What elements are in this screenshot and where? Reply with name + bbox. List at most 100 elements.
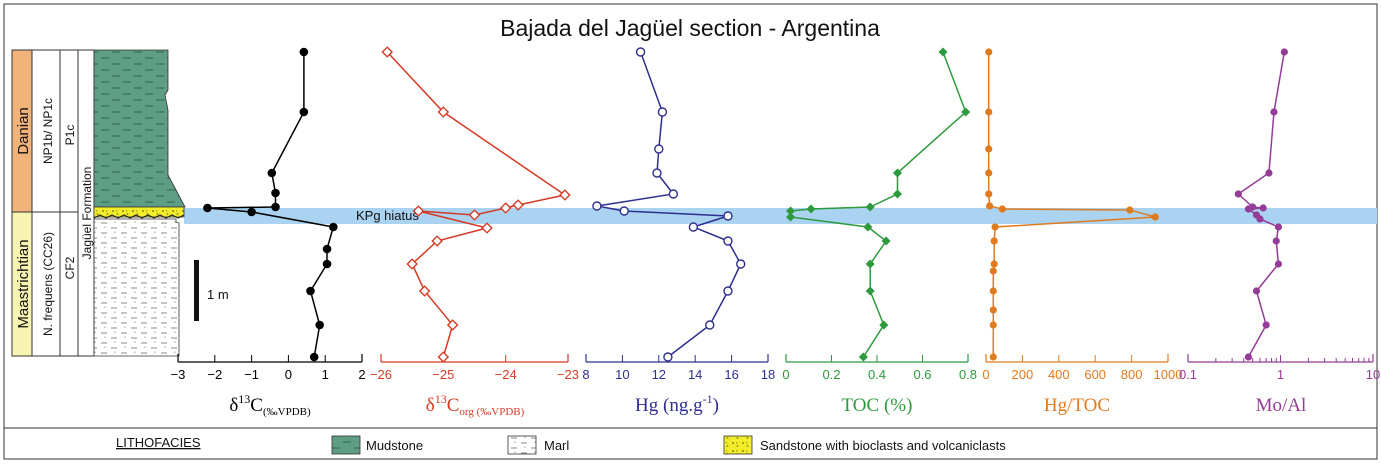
- tick-label-toc: 0.4: [868, 367, 886, 382]
- legend-heading: LITHOFACIES: [116, 435, 201, 450]
- data-point-hg: [592, 201, 602, 211]
- kpg-hiatus-label: KPg hiatus: [356, 208, 419, 223]
- tick-label-hg: 16: [724, 367, 738, 382]
- legend-label-sandstone: Sandstone with bioclasts and volcaniclas…: [760, 438, 1006, 453]
- scale-bar-label: 1 m: [207, 287, 229, 302]
- lithology-erosion-surface: [93, 214, 185, 219]
- data-point-hgtoc: [985, 190, 993, 198]
- tick-label-hgtoc: 0: [982, 367, 989, 382]
- panel-toc: 0 0.2 0.4 0.6 0.8 TOC (%): [782, 47, 977, 416]
- nanno-zone-column: [31, 49, 61, 357]
- panel-d13corg: −26 −25 −24 −23 δ13Corg (‰VPDB): [370, 46, 579, 418]
- foram-zone-lower-label: CF2: [63, 256, 77, 279]
- series-line-toc: [789, 51, 967, 358]
- axis-label-moal: Mo/Al: [1256, 395, 1307, 416]
- foram-zone-upper-label: P1c: [63, 125, 77, 146]
- tick-label-hg: 12: [652, 367, 666, 382]
- data-point-d13corg: [406, 258, 418, 270]
- series-line-hgtoc: [987, 52, 1156, 357]
- stage-danian-label: Danian: [15, 107, 32, 155]
- data-point-d13corg: [481, 222, 493, 234]
- data-point-d13corg: [446, 319, 459, 331]
- tick-label-hgtoc: 400: [1048, 367, 1070, 382]
- data-point-hgtoc: [985, 108, 993, 116]
- data-point-hg: [657, 107, 668, 117]
- tick-label-d13corg: −25: [432, 367, 454, 382]
- data-point-moal: [1280, 48, 1288, 56]
- data-point-hg: [723, 211, 733, 221]
- data-point-d13c: [309, 352, 319, 362]
- data-point-hgtoc: [989, 267, 997, 275]
- panel-hg: 8 10 12 14 16 18 Hg (ng.g-1): [582, 47, 775, 416]
- data-point-hg: [668, 189, 679, 199]
- legend-swatch-mudstone: [331, 435, 361, 455]
- data-point-hgtoc: [985, 169, 993, 177]
- tick-label-d13c: −2: [207, 367, 222, 382]
- lithology-marl: [93, 218, 180, 357]
- lithofacies-legend: LITHOFACIES Mudstone Marl Sandstone with…: [116, 435, 1006, 455]
- data-point-hg: [652, 168, 662, 178]
- tick-label-hg: 10: [615, 367, 629, 382]
- axis-label-d13c: δ13C(‰VPDB): [229, 392, 311, 418]
- nanno-zone-upper-label: NP1b/ NP1c: [41, 98, 55, 164]
- data-point-moal: [1265, 169, 1273, 177]
- data-point-moal: [1274, 260, 1283, 268]
- data-point-d13c: [328, 222, 338, 232]
- tick-label-hg: 14: [688, 367, 702, 382]
- data-point-d13c: [315, 320, 324, 330]
- tick-label-toc: 0: [782, 367, 789, 382]
- data-point-hg: [723, 236, 733, 246]
- lithology-mudstone: [93, 49, 186, 208]
- data-point-d13c: [306, 286, 315, 296]
- panel-d13c: −3 −2 −1 0 1 2 δ13C(‰VPDB): [171, 47, 366, 418]
- tick-label-d13c: −1: [244, 367, 259, 382]
- series-line-d13c: [207, 52, 335, 358]
- data-point-hgtoc: [985, 145, 993, 153]
- data-point-d13corg: [412, 205, 425, 217]
- legend-label-mudstone: Mudstone: [366, 438, 423, 453]
- tick-label-d13corg: −23: [557, 367, 579, 382]
- tick-label-hg: 18: [761, 367, 775, 382]
- data-point-moal: [1252, 287, 1261, 295]
- stage-maastrichtian-label: Maastrichtian: [15, 239, 32, 328]
- tick-label-hgtoc: 1000: [1154, 367, 1183, 382]
- legend-swatch-sandstone: [723, 435, 753, 455]
- data-point-hg: [663, 352, 673, 362]
- tick-label-toc: 0.8: [959, 367, 977, 382]
- data-point-moal: [1274, 223, 1283, 231]
- tick-label-d13c: 1: [322, 367, 329, 382]
- tick-label-moal: 10: [1366, 367, 1380, 382]
- data-point-hgtoc: [998, 205, 1006, 213]
- data-point-moal: [1262, 321, 1270, 329]
- legend-swatch-marl: [507, 435, 537, 455]
- tick-label-moal: 0.1: [1179, 367, 1197, 382]
- data-point-toc: [881, 236, 891, 246]
- data-point-toc: [865, 259, 875, 269]
- axis-label-hg: Hg (ng.g-1): [635, 392, 719, 416]
- series-line-moal: [1237, 51, 1286, 358]
- tick-label-d13c: 2: [358, 367, 365, 382]
- data-point-d13c: [247, 207, 256, 217]
- data-point-hg: [736, 259, 746, 269]
- data-point-moal: [1244, 353, 1253, 361]
- data-point-hgtoc: [991, 223, 999, 231]
- data-point-hg: [705, 320, 715, 330]
- data-point-d13c: [203, 203, 212, 213]
- data-point-d13corg: [512, 199, 524, 211]
- data-point-hgtoc: [989, 306, 997, 314]
- axis-label-d13corg: δ13Corg (‰VPDB): [426, 392, 525, 418]
- axis-label-hgtoc: Hg/TOC: [1044, 395, 1110, 416]
- data-point-hgtoc: [989, 353, 997, 361]
- series-line-hg: [596, 51, 742, 358]
- data-point-moal: [1234, 190, 1242, 198]
- data-point-d13c: [322, 244, 332, 254]
- data-point-d13corg: [499, 202, 512, 214]
- data-point-d13corg: [437, 351, 450, 363]
- data-point-toc: [865, 286, 875, 296]
- data-point-hgtoc: [990, 260, 998, 268]
- data-point-moal: [1270, 108, 1278, 116]
- data-point-toc: [892, 168, 903, 178]
- panel-moal: 0.1 1 10 Mo/Al: [1179, 48, 1380, 416]
- data-point-hg: [619, 206, 629, 216]
